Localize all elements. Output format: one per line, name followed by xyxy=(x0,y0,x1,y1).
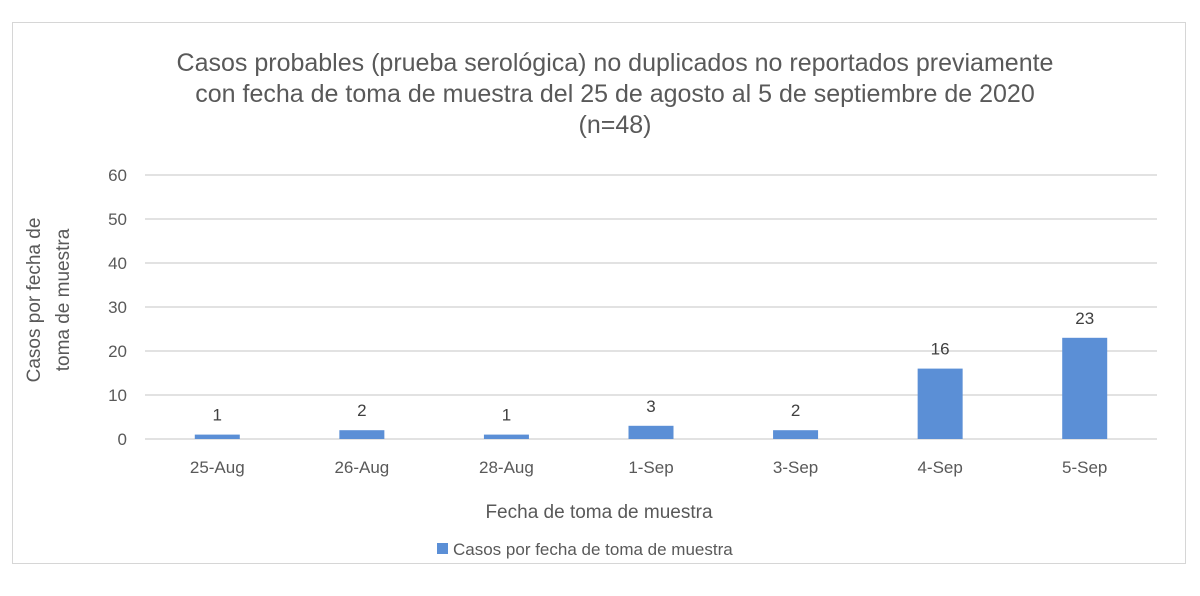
x-tick-label: 1-Sep xyxy=(628,458,673,477)
data-label: 3 xyxy=(646,397,655,416)
legend: Casos por fecha de toma de muestra xyxy=(437,540,733,559)
x-tick-label: 28-Aug xyxy=(479,458,534,477)
x-tick-label: 25-Aug xyxy=(190,458,245,477)
y-tick-label: 40 xyxy=(108,254,127,273)
data-label: 1 xyxy=(502,406,511,425)
chart-frame xyxy=(12,22,1186,564)
x-tick-label: 3-Sep xyxy=(773,458,818,477)
bar xyxy=(483,434,529,439)
y-tick-label: 10 xyxy=(108,386,127,405)
chart-title: Casos probables (prueba serológica) no d… xyxy=(0,48,1200,141)
x-tick-label: 5-Sep xyxy=(1062,458,1107,477)
x-axis-title: Fecha de toma de muestra xyxy=(485,502,712,523)
bar xyxy=(628,425,674,439)
y-axis-title-line-2: toma de muestra xyxy=(53,228,74,371)
bar xyxy=(194,434,240,439)
y-tick-label: 50 xyxy=(108,210,127,229)
data-label: 23 xyxy=(1075,309,1094,328)
bars xyxy=(194,337,1108,439)
chart-title-line-3: (n=48) xyxy=(578,111,652,139)
data-label: 2 xyxy=(357,401,366,420)
y-tick-label: 30 xyxy=(108,298,127,317)
bar xyxy=(339,430,385,439)
bar xyxy=(917,368,963,439)
y-tick-label: 20 xyxy=(108,342,127,361)
chart-title-line-1: Casos probables (prueba serológica) no d… xyxy=(176,49,1054,77)
x-tick-label: 26-Aug xyxy=(334,458,389,477)
x-axis-ticks: 25-Aug 26-Aug 28-Aug 1-Sep 3-Sep 4-Sep 5-Sep xyxy=(190,458,1108,477)
y-tick-label: 0 xyxy=(118,430,127,449)
y-tick-label: 60 xyxy=(108,166,127,185)
chart-title-line-2: con fecha de toma de muestra del 25 de a… xyxy=(195,80,1035,108)
y-axis-title-line-1: Casos por fecha de xyxy=(24,218,45,383)
legend-swatch xyxy=(437,543,448,554)
data-labels: 1 2 1 3 2 16 23 xyxy=(213,309,1095,425)
data-label: 1 xyxy=(213,406,222,425)
bar xyxy=(773,430,819,439)
y-axis-ticks: 0 10 20 30 40 50 60 xyxy=(108,166,127,449)
data-label: 16 xyxy=(931,340,950,359)
x-tick-label: 4-Sep xyxy=(917,458,962,477)
bar xyxy=(1062,337,1108,439)
y-axis-title: Casos por fecha de toma de muestra xyxy=(24,218,74,383)
data-label: 2 xyxy=(791,401,800,420)
legend-label: Casos por fecha de toma de muestra xyxy=(453,540,733,559)
